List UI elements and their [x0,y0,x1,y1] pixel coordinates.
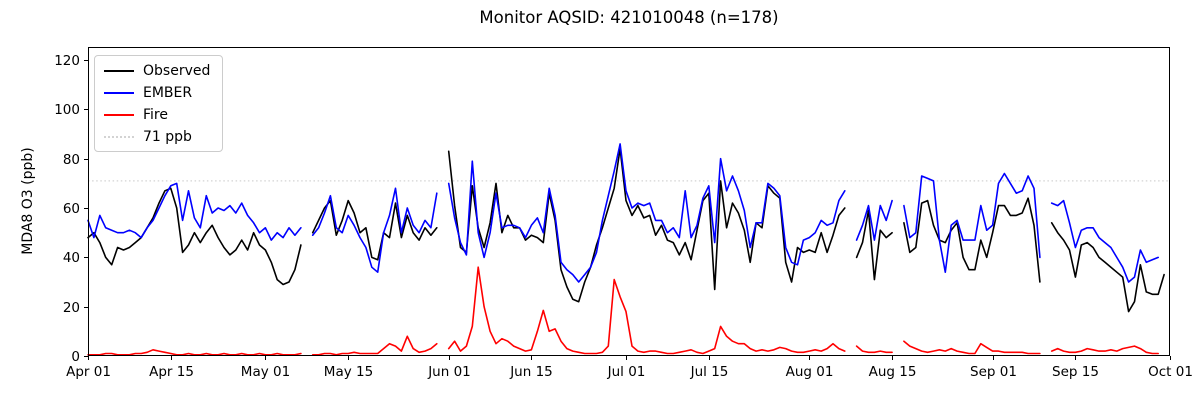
fire-line [87,266,1159,356]
legend-item-label: 71 ppb [143,128,192,145]
y-tick-label: 0 [71,349,80,365]
x-tick-label: Jul 01 [607,364,646,380]
legend-line-sample [104,91,134,94]
legend-line-sample [104,135,134,138]
y-tick-label: 20 [63,300,80,316]
x-tick-label: Apr 01 [66,364,111,380]
x-tick-label: Aug 15 [869,364,917,380]
x-tick-label: Oct 01 [1148,364,1193,380]
legend-item-observed: Observed [104,62,210,79]
legend-box: Observed EMBER Fire 71 ppb [94,55,224,152]
plot-frame [88,47,1170,356]
chart-title: Monitor AQSID: 421010048 (n=178) [479,8,779,27]
legend-item-ember: EMBER [104,84,210,101]
legend-line-sample [104,113,134,116]
ember-line [87,143,1159,283]
legend-item-label: EMBER [143,84,193,101]
y-axis-label: MDA8 O3 (ppb) [20,147,36,255]
x-tick-label: Jul 15 [690,364,729,380]
y-tick-label: 60 [63,201,80,217]
legend-item-label: Observed [143,62,211,79]
x-tick-label: Aug 01 [786,364,834,380]
x-tick-label: Sep 01 [970,364,1017,380]
legend-item-71-ppb: 71 ppb [104,128,210,145]
x-tick-label: Jun 15 [509,364,553,380]
observed-line [87,148,1165,313]
legend-item-label: Fire [143,106,168,123]
x-tick-label: Sep 15 [1052,364,1099,380]
x-tick-label: Apr 15 [149,364,194,380]
x-tick-label: Jun 01 [427,364,471,380]
x-tick-label: May 15 [324,364,373,380]
y-tick-label: 120 [54,53,80,69]
legend-item-fire: Fire [104,106,210,123]
y-tick-label: 40 [63,250,80,266]
legend-line-sample [104,69,134,72]
x-tick-label: May 01 [241,364,290,380]
y-tick-label: 100 [54,102,80,118]
y-tick-label: 80 [63,152,80,168]
